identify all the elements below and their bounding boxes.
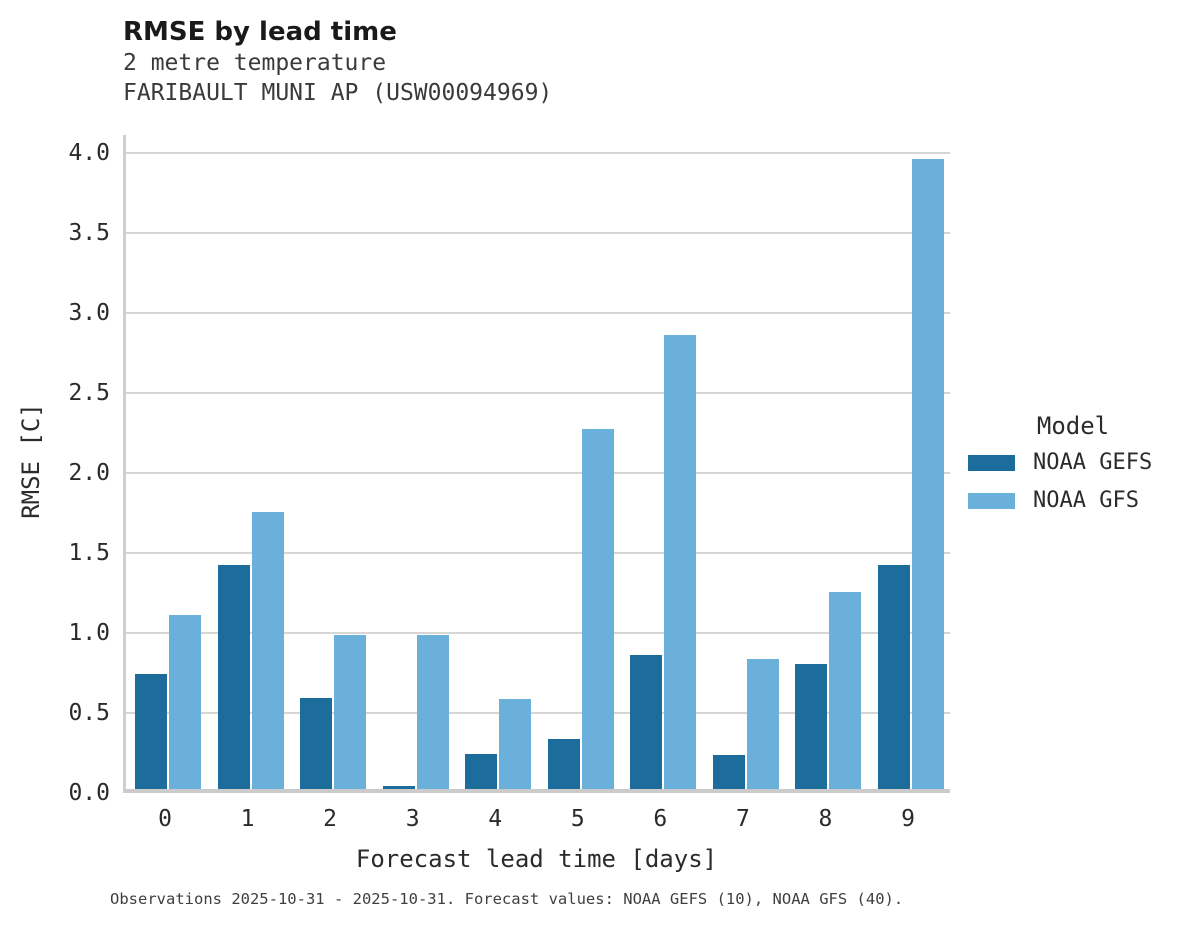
legend-label: NOAA GFS xyxy=(1033,488,1139,513)
bar-noaa-gefs-lead-4 xyxy=(465,754,498,789)
legend-swatch-icon xyxy=(968,454,1015,471)
y-tick-label-1.0: 1.0 xyxy=(68,620,110,646)
bar-noaa-gfs-lead-3 xyxy=(416,635,449,789)
y-tick-label-3.0: 3.0 xyxy=(68,300,110,326)
bar-noaa-gfs-lead-9 xyxy=(912,159,945,789)
x-tick-label-0: 0 xyxy=(158,806,172,832)
gridline-y-2.5 xyxy=(126,392,950,394)
legend-title: Model xyxy=(1036,412,1110,440)
x-tick-label-2: 2 xyxy=(323,806,338,832)
bar-noaa-gfs-lead-4 xyxy=(499,699,532,789)
y-tick-label-1.5: 1.5 xyxy=(68,540,110,566)
gridline-y-3.0 xyxy=(126,312,950,314)
bar-noaa-gefs-lead-8 xyxy=(795,664,828,789)
bar-noaa-gfs-lead-2 xyxy=(334,635,367,789)
legend-swatch-icon xyxy=(968,492,1015,509)
gridline-y-1.0 xyxy=(126,632,950,634)
x-tick-label-6: 6 xyxy=(653,806,668,832)
bar-noaa-gfs-lead-8 xyxy=(829,592,862,789)
y-axis-tick-labels: 0.0 0.5 1.0 1.5 2.0 2.5 3.0 3.5 4.0 xyxy=(0,135,110,806)
legend: Model NOAA GEFS NOAA GFS xyxy=(965,412,1181,526)
y-tick-label-0.0: 0.0 xyxy=(68,780,110,806)
bar-noaa-gefs-lead-2 xyxy=(300,698,333,789)
x-tick-label-5: 5 xyxy=(570,806,585,832)
bar-noaa-gefs-lead-7 xyxy=(712,755,745,789)
bar-noaa-gfs-lead-0 xyxy=(169,615,201,789)
bar-noaa-gfs-lead-7 xyxy=(746,659,779,789)
gridline-y-2.0 xyxy=(126,472,950,474)
chart-subtitle-station: FARIBAULT MUNI AP (USW00094969) xyxy=(123,80,553,106)
x-axis-title: Forecast lead time [days] xyxy=(355,845,718,873)
plot-area xyxy=(123,135,950,793)
bar-noaa-gfs-lead-5 xyxy=(581,429,614,789)
gridline-y-0.5 xyxy=(126,712,950,714)
x-tick-label-3: 3 xyxy=(405,806,420,832)
title-block: RMSE by lead time 2 metre temperature FA… xyxy=(123,16,552,108)
x-tick-label-8: 8 xyxy=(818,806,833,832)
x-tick-label-1: 1 xyxy=(240,806,255,832)
bar-noaa-gefs-lead-6 xyxy=(630,655,663,789)
legend-label: NOAA GEFS xyxy=(1033,450,1153,475)
bar-noaa-gefs-lead-9 xyxy=(878,565,911,789)
legend-entry-noaa-gefs: NOAA GEFS xyxy=(965,450,1181,475)
bar-noaa-gefs-lead-5 xyxy=(547,739,580,789)
x-tick-label-4: 4 xyxy=(488,806,503,832)
y-tick-label-3.5: 3.5 xyxy=(68,220,110,246)
bar-noaa-gfs-lead-6 xyxy=(664,335,697,789)
y-tick-label-2.0: 2.0 xyxy=(68,460,110,486)
legend-entry-noaa-gfs: NOAA GFS xyxy=(965,488,1181,513)
y-tick-label-0.5: 0.5 xyxy=(68,700,110,726)
bar-noaa-gefs-lead-0 xyxy=(135,674,167,789)
footer-note: Observations 2025-10-31 - 2025-10-31. Fo… xyxy=(110,890,904,908)
bar-noaa-gefs-lead-3 xyxy=(382,786,415,789)
gridline-y-3.5 xyxy=(126,232,950,234)
x-axis-tick-labels: 0 1 2 3 4 5 6 7 8 9 xyxy=(123,806,950,836)
y-tick-label-2.5: 2.5 xyxy=(68,380,110,406)
x-tick-label-7: 7 xyxy=(735,806,750,832)
bar-noaa-gefs-lead-1 xyxy=(217,565,250,789)
y-tick-label-4.0: 4.0 xyxy=(68,140,110,166)
gridline-y-4.0 xyxy=(126,152,950,154)
x-tick-label-9: 9 xyxy=(901,806,915,832)
chart-title: RMSE by lead time xyxy=(123,17,397,47)
gridline-y-1.5 xyxy=(126,552,950,554)
chart-subtitle-variable: 2 metre temperature xyxy=(123,50,387,76)
bar-noaa-gfs-lead-1 xyxy=(251,512,284,789)
